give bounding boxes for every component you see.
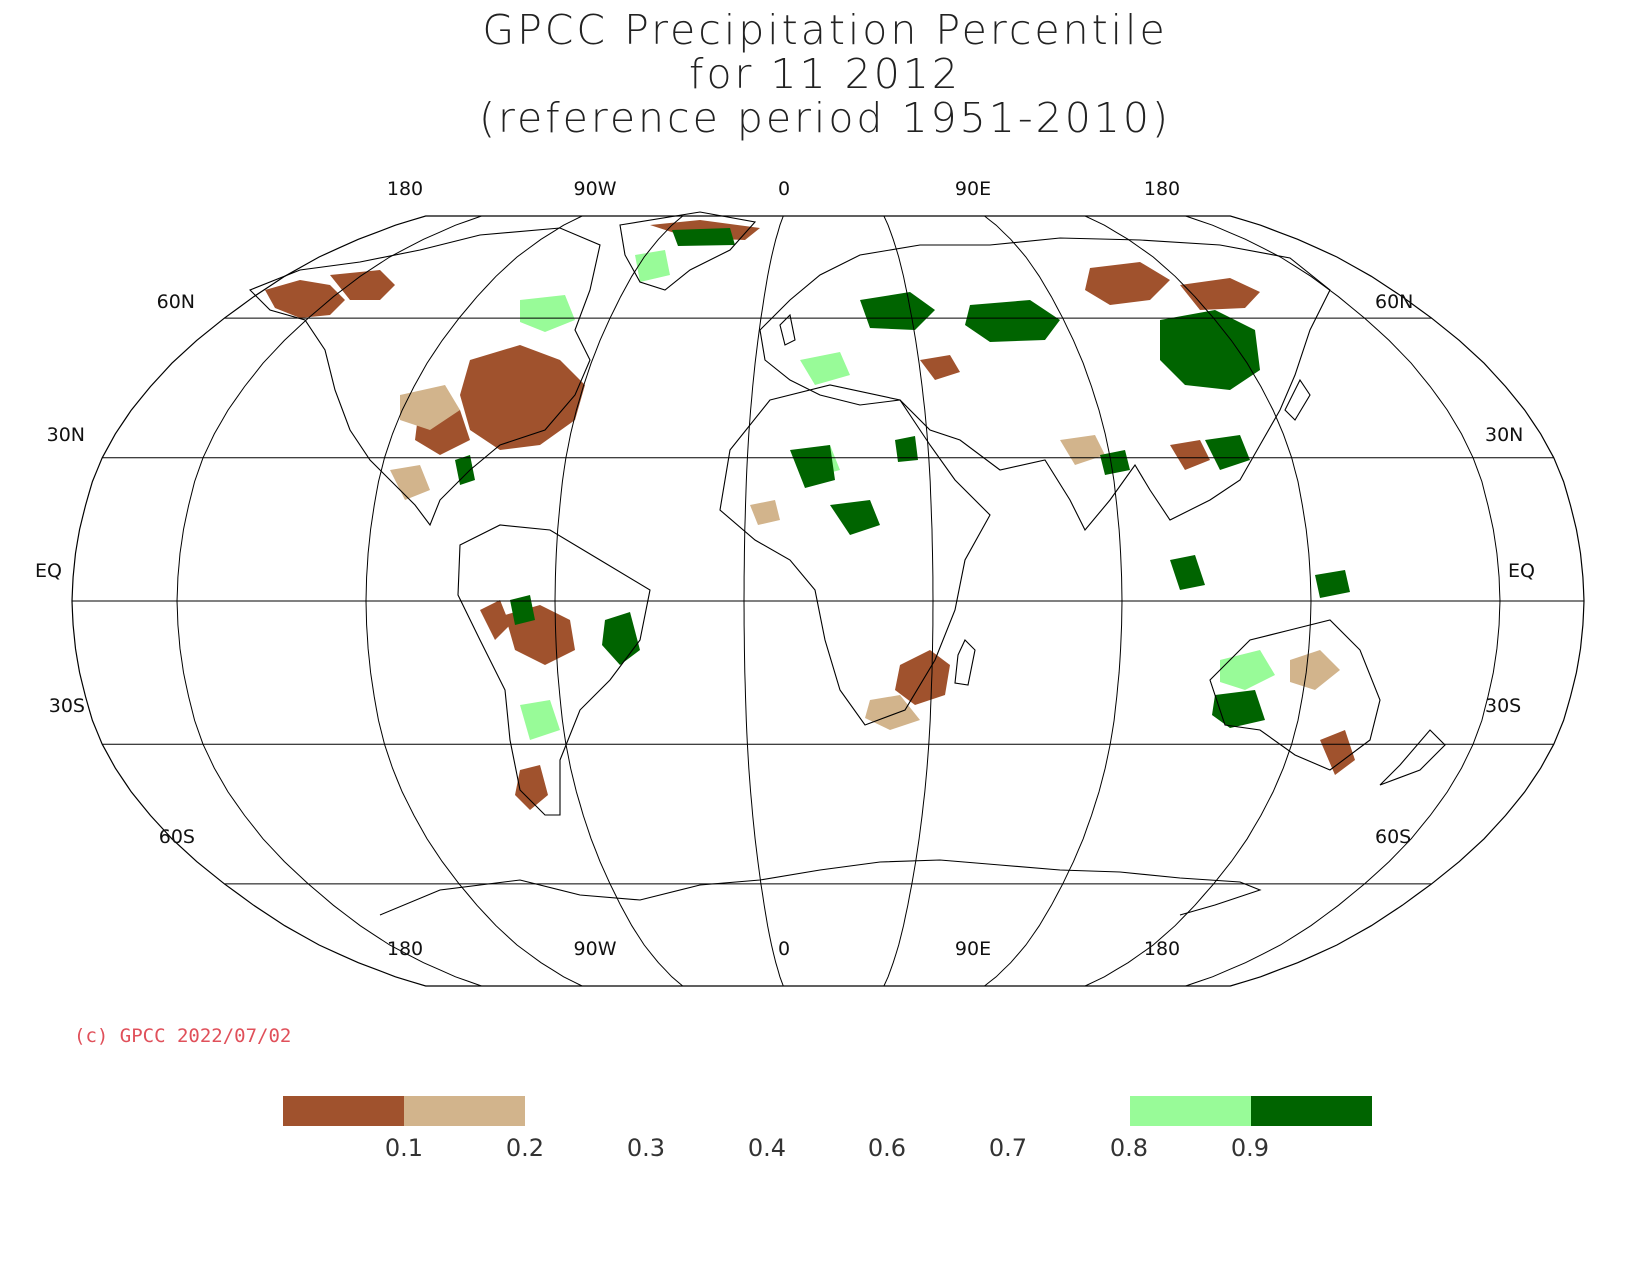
lon-label-bottom-180-east: 180 [1144, 938, 1180, 960]
patch-south-china [1205, 435, 1250, 470]
coast-greenland [619, 211, 757, 291]
patch-scandinavia-russia [860, 292, 935, 330]
meridian-line [984, 215, 1123, 987]
legend-swatch [1251, 1096, 1372, 1126]
patch-new-guinea [1315, 570, 1350, 598]
patch-western-siberia [965, 300, 1060, 342]
patch-central-siberia [1160, 310, 1260, 390]
lon-label-bottom-180-west: 180 [387, 938, 423, 960]
patch-northern-siberia [1085, 262, 1170, 305]
patch-eastern-europe [920, 355, 960, 380]
legend-tick-5: 0.7 [989, 1134, 1027, 1162]
globe-outline [71, 215, 1585, 987]
lat-label-right-30s: 30S [1485, 695, 1521, 717]
legend-tick-4: 0.6 [868, 1134, 906, 1162]
lat-label-right-eq: EQ [1508, 560, 1535, 582]
lon-label-top-90e: 90E [955, 178, 991, 200]
patch-india [1100, 450, 1130, 475]
patch-peru [480, 600, 510, 640]
lon-label-top-180-east: 180 [1144, 178, 1180, 200]
patch-southern-africa-tan [865, 695, 920, 730]
coast-africa [719, 384, 991, 726]
lon-label-top-0: 0 [778, 178, 790, 200]
coast-south-america [457, 524, 651, 816]
meridian-line [1084, 215, 1312, 987]
lat-label-left-eq: EQ [35, 560, 62, 582]
lon-label-bottom-90e: 90E [955, 938, 991, 960]
lat-label-left-30s: 30S [49, 695, 85, 717]
patch-australia-lightgreen [1220, 650, 1275, 690]
lat-label-right-30n: 30N [1485, 424, 1523, 446]
lat-label-left-30n: 30N [47, 424, 85, 446]
legend-swatch [283, 1096, 404, 1126]
patch-amazon-green [510, 595, 535, 625]
patch-greenland-green [672, 228, 735, 246]
lon-label-bottom-0: 0 [778, 938, 790, 960]
coast-japan [1284, 378, 1311, 421]
legend-tick-1: 0.2 [506, 1134, 544, 1162]
coast-new-zealand [1379, 729, 1446, 786]
patch-sahel-east [830, 500, 880, 535]
patch-east-australia [1320, 730, 1355, 775]
legend-tick-6: 0.8 [1110, 1134, 1148, 1162]
patch-yukon [330, 270, 395, 300]
legend-tick-2: 0.3 [627, 1134, 665, 1162]
lat-label-left-60n: 60N [157, 291, 195, 313]
coast-madagascar [954, 639, 976, 686]
meridian-line [883, 215, 934, 987]
patch-southeast-asia [1170, 555, 1205, 590]
legend-tick-labels: 0.1 0.2 0.3 0.4 0.6 0.7 0.8 0.9 [385, 1134, 1269, 1162]
patch-patagonia [515, 765, 548, 810]
patch-europe-lightgreen [800, 352, 850, 385]
legend-swatch [404, 1096, 525, 1126]
title-line-3: (reference period 1951-2010) [479, 94, 1171, 142]
patch-east-africa [895, 436, 918, 462]
lat-label-right-60s: 60S [1375, 826, 1411, 848]
lon-label-top-180-west: 180 [387, 178, 423, 200]
meridian-line [743, 215, 784, 987]
legend-bins [283, 1096, 1372, 1126]
lon-label-bottom-90w: 90W [574, 938, 617, 960]
patch-central-america [455, 455, 475, 485]
title-line-2: for 11 2012 [689, 50, 961, 98]
legend-tick-0: 0.1 [385, 1134, 423, 1162]
meridian-line [554, 215, 684, 987]
lon-label-top-90w: 90W [574, 178, 617, 200]
patch-southern-africa [895, 650, 950, 705]
copyright-note: (c) GPCC 2022/07/02 [74, 1025, 292, 1047]
patch-argentina-lightgreen [520, 700, 560, 740]
axis-labels: 180 90W 0 90E 180 180 90W 0 90E 180 60N … [35, 178, 1535, 960]
meridian-line [176, 215, 482, 987]
legend-swatch [1130, 1096, 1251, 1126]
patch-mid-usa [400, 385, 460, 430]
patch-alaska [265, 280, 345, 318]
map-title: GPCC Precipitation Percentile for 11 201… [0, 8, 1650, 140]
patch-china [1170, 440, 1210, 470]
meridian-line [1185, 215, 1501, 987]
patch-north-australia [1290, 650, 1340, 690]
coast-north-america [249, 227, 601, 527]
graticule [72, 215, 1584, 987]
patch-western-australia [1212, 690, 1265, 728]
patch-canada-lightgreen [520, 295, 575, 332]
lat-label-right-60n: 60N [1375, 291, 1413, 313]
meridian-line [365, 215, 583, 987]
patch-sahel [790, 445, 835, 488]
legend-tick-7: 0.9 [1231, 1134, 1269, 1162]
patch-eastern-north-america [460, 345, 585, 450]
title-line-1: GPCC Precipitation Percentile [482, 6, 1168, 54]
lat-label-left-60s: 60S [159, 826, 195, 848]
patch-west-africa [750, 500, 780, 525]
legend-tick-3: 0.4 [748, 1134, 786, 1162]
coast-australia [1209, 619, 1381, 771]
patch-mexico [390, 465, 430, 500]
